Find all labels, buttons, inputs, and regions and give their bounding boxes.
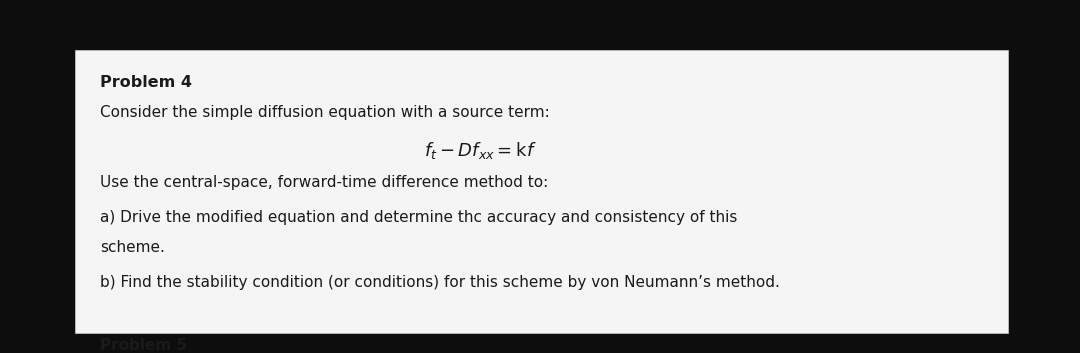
Text: Use the central-space, forward-time difference method to:: Use the central-space, forward-time diff… bbox=[100, 175, 549, 190]
Text: b) Find the stability condition (or conditions) for this scheme by von Neumann’s: b) Find the stability condition (or cond… bbox=[100, 275, 780, 290]
Text: Consider the simple diffusion equation with a source term:: Consider the simple diffusion equation w… bbox=[100, 105, 550, 120]
Text: $f_t - Df_{xx} = \mathrm{k}f$: $f_t - Df_{xx} = \mathrm{k}f$ bbox=[423, 140, 537, 161]
Bar bbox=[75, 50, 1008, 333]
Text: Problem 5: Problem 5 bbox=[100, 338, 187, 353]
Text: scheme.: scheme. bbox=[100, 240, 165, 255]
Text: a) Drive the modified equation and determine thc accuracy and consistency of thi: a) Drive the modified equation and deter… bbox=[100, 210, 738, 225]
Text: Problem 4: Problem 4 bbox=[100, 75, 192, 90]
